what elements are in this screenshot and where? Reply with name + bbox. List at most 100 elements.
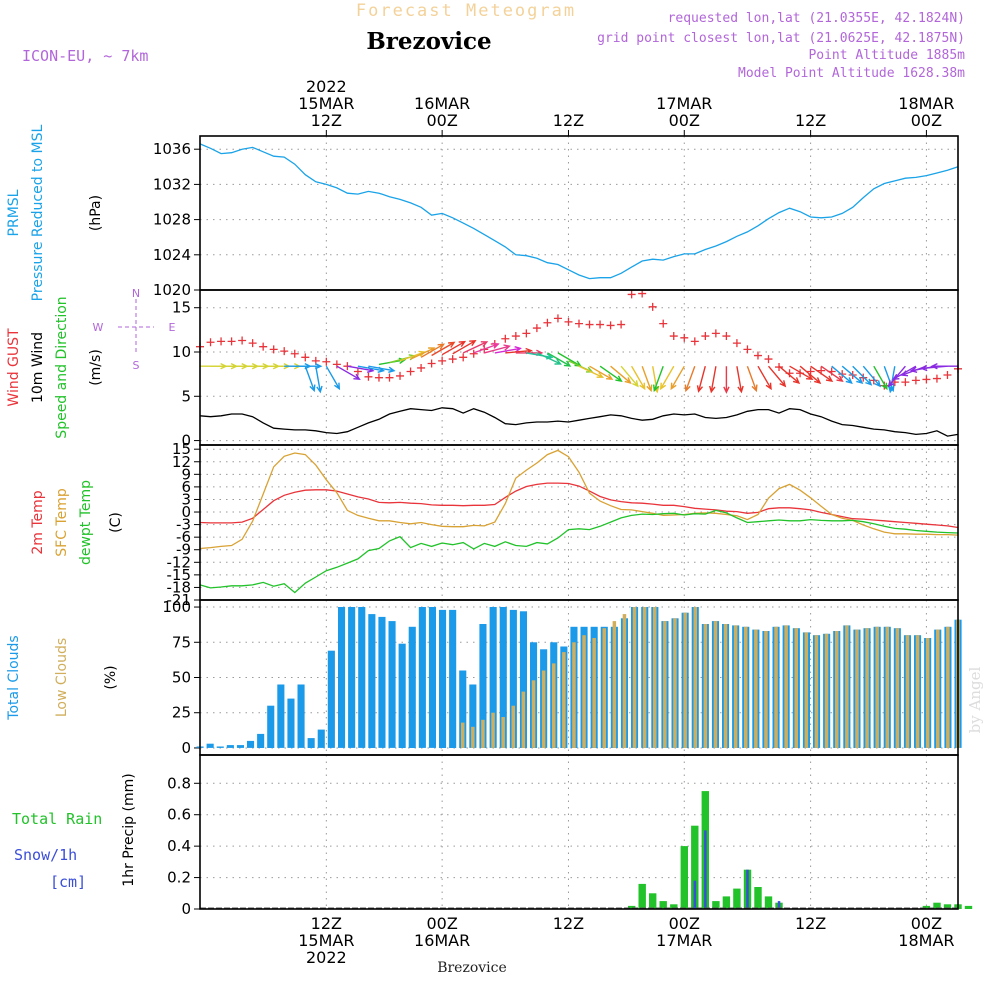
wind-arrow <box>420 343 446 358</box>
low-cloud-bar <box>511 705 515 748</box>
unit-label: (m/s) <box>88 349 104 386</box>
gust-point <box>564 317 573 326</box>
y-tick-label: 1020 <box>153 281 191 299</box>
side-label: Pressure Reduced to MSL <box>30 124 46 301</box>
side-label: Low Clouds <box>54 638 70 717</box>
gust-point <box>427 359 436 368</box>
y-tick-label: 25 <box>172 704 191 722</box>
snow-legend: Snow/1h <box>14 846 77 864</box>
unit-label: (C) <box>108 512 124 533</box>
total-cloud-bar <box>216 746 224 748</box>
rain-bar <box>691 825 699 909</box>
gust-point <box>911 376 920 385</box>
low-cloud-bar <box>936 629 940 748</box>
wind-arrow <box>852 365 873 386</box>
total-cloud-bar <box>236 745 244 748</box>
low-cloud-bar <box>703 624 708 748</box>
top-time-label: 12Z <box>553 111 584 130</box>
low-cloud-bar <box>915 635 920 748</box>
gust-point <box>901 378 910 387</box>
low-cloud-bar <box>764 631 768 748</box>
wind-arrow <box>452 340 477 355</box>
gust-point <box>290 349 299 358</box>
y-tick-label: 0 <box>181 432 191 450</box>
total-cloud-bar <box>247 740 255 748</box>
bottom-time-label: 00Z <box>426 914 457 933</box>
compass-cross <box>118 299 154 355</box>
wind-arrow <box>799 365 822 384</box>
gust-point <box>406 367 415 376</box>
wind-arrow <box>660 365 675 391</box>
y-tick-label: 1024 <box>153 246 191 264</box>
top-time-label: 17MAR <box>656 94 712 113</box>
gust-point <box>206 338 215 347</box>
unit-label: (hPa) <box>88 195 104 231</box>
dewpt-temp-line <box>199 509 959 594</box>
total-cloud-bar <box>428 607 436 748</box>
sfc-temp-line <box>199 449 959 550</box>
rain-bar <box>680 846 688 909</box>
rain-bar <box>722 896 731 909</box>
wind-panel: 0 5 10 15 N S W E <box>93 287 962 450</box>
top-time-label: 2022 <box>306 77 347 96</box>
side-label: PRMSL <box>6 189 22 236</box>
gust-point <box>553 314 562 323</box>
top-time-label: 00Z <box>426 111 457 130</box>
low-cloud-bar <box>905 635 910 748</box>
rain-bar <box>712 901 720 909</box>
snow-bar <box>746 869 749 909</box>
gust-point <box>353 367 362 376</box>
point-altitude: Point Altitude 1885m <box>808 48 965 63</box>
gust-point <box>943 371 952 380</box>
gust-point <box>722 332 731 341</box>
pressure-frame <box>199 135 959 291</box>
wind-arrow <box>873 365 888 391</box>
gust-point <box>627 290 636 299</box>
compass-west: W <box>93 321 104 334</box>
wind-arrow <box>336 365 361 381</box>
bottom-time-label: 12Z <box>795 914 826 933</box>
rain-bar <box>659 901 667 909</box>
low-cloud-bar <box>895 628 900 748</box>
footer-location: Brezovice <box>437 960 507 976</box>
gust-point <box>932 374 941 383</box>
gust-point <box>501 334 510 343</box>
wind-arrow <box>888 366 896 394</box>
total-cloud-bar <box>297 684 305 748</box>
low-cloud-bar <box>744 626 748 748</box>
gust-point <box>280 347 289 356</box>
low-cloud-bar <box>754 629 758 748</box>
gust-point <box>469 349 478 358</box>
low-cloud-bar <box>642 607 647 748</box>
wind-arrow <box>831 365 853 384</box>
gust-point <box>511 332 520 341</box>
gust-point <box>532 324 541 333</box>
wind-arrow <box>841 365 864 384</box>
low-cloud-bar <box>572 642 576 748</box>
gust-point <box>396 371 405 380</box>
wind-arrow <box>930 362 958 370</box>
gust-point <box>374 373 383 382</box>
low-cloud-bar <box>814 635 819 748</box>
rain-legend: Total Rain <box>12 810 102 828</box>
low-cloud-bar <box>824 633 829 748</box>
gust-point <box>301 353 310 362</box>
total-cloud-bar <box>459 670 467 748</box>
y-tick-label: 9 <box>181 465 191 483</box>
side-label: dewpt Temp <box>78 480 94 565</box>
gust-point <box>322 357 331 366</box>
low-cloud-bar <box>481 719 485 748</box>
precipitation-frame <box>199 754 959 910</box>
wind-arrow <box>778 365 801 384</box>
rain-bar <box>922 905 931 909</box>
low-cloud-bar <box>471 726 475 748</box>
total-cloud-bar <box>469 684 477 748</box>
y-tick-label: 12 <box>172 453 191 471</box>
bottom-time-label: 00Z <box>669 914 700 933</box>
product-title: Forecast Meteogram <box>356 1 576 21</box>
total-cloud-bar <box>226 745 234 748</box>
y-tick-label: 0.4 <box>167 837 191 855</box>
side-label: 10m Wind <box>30 332 46 403</box>
